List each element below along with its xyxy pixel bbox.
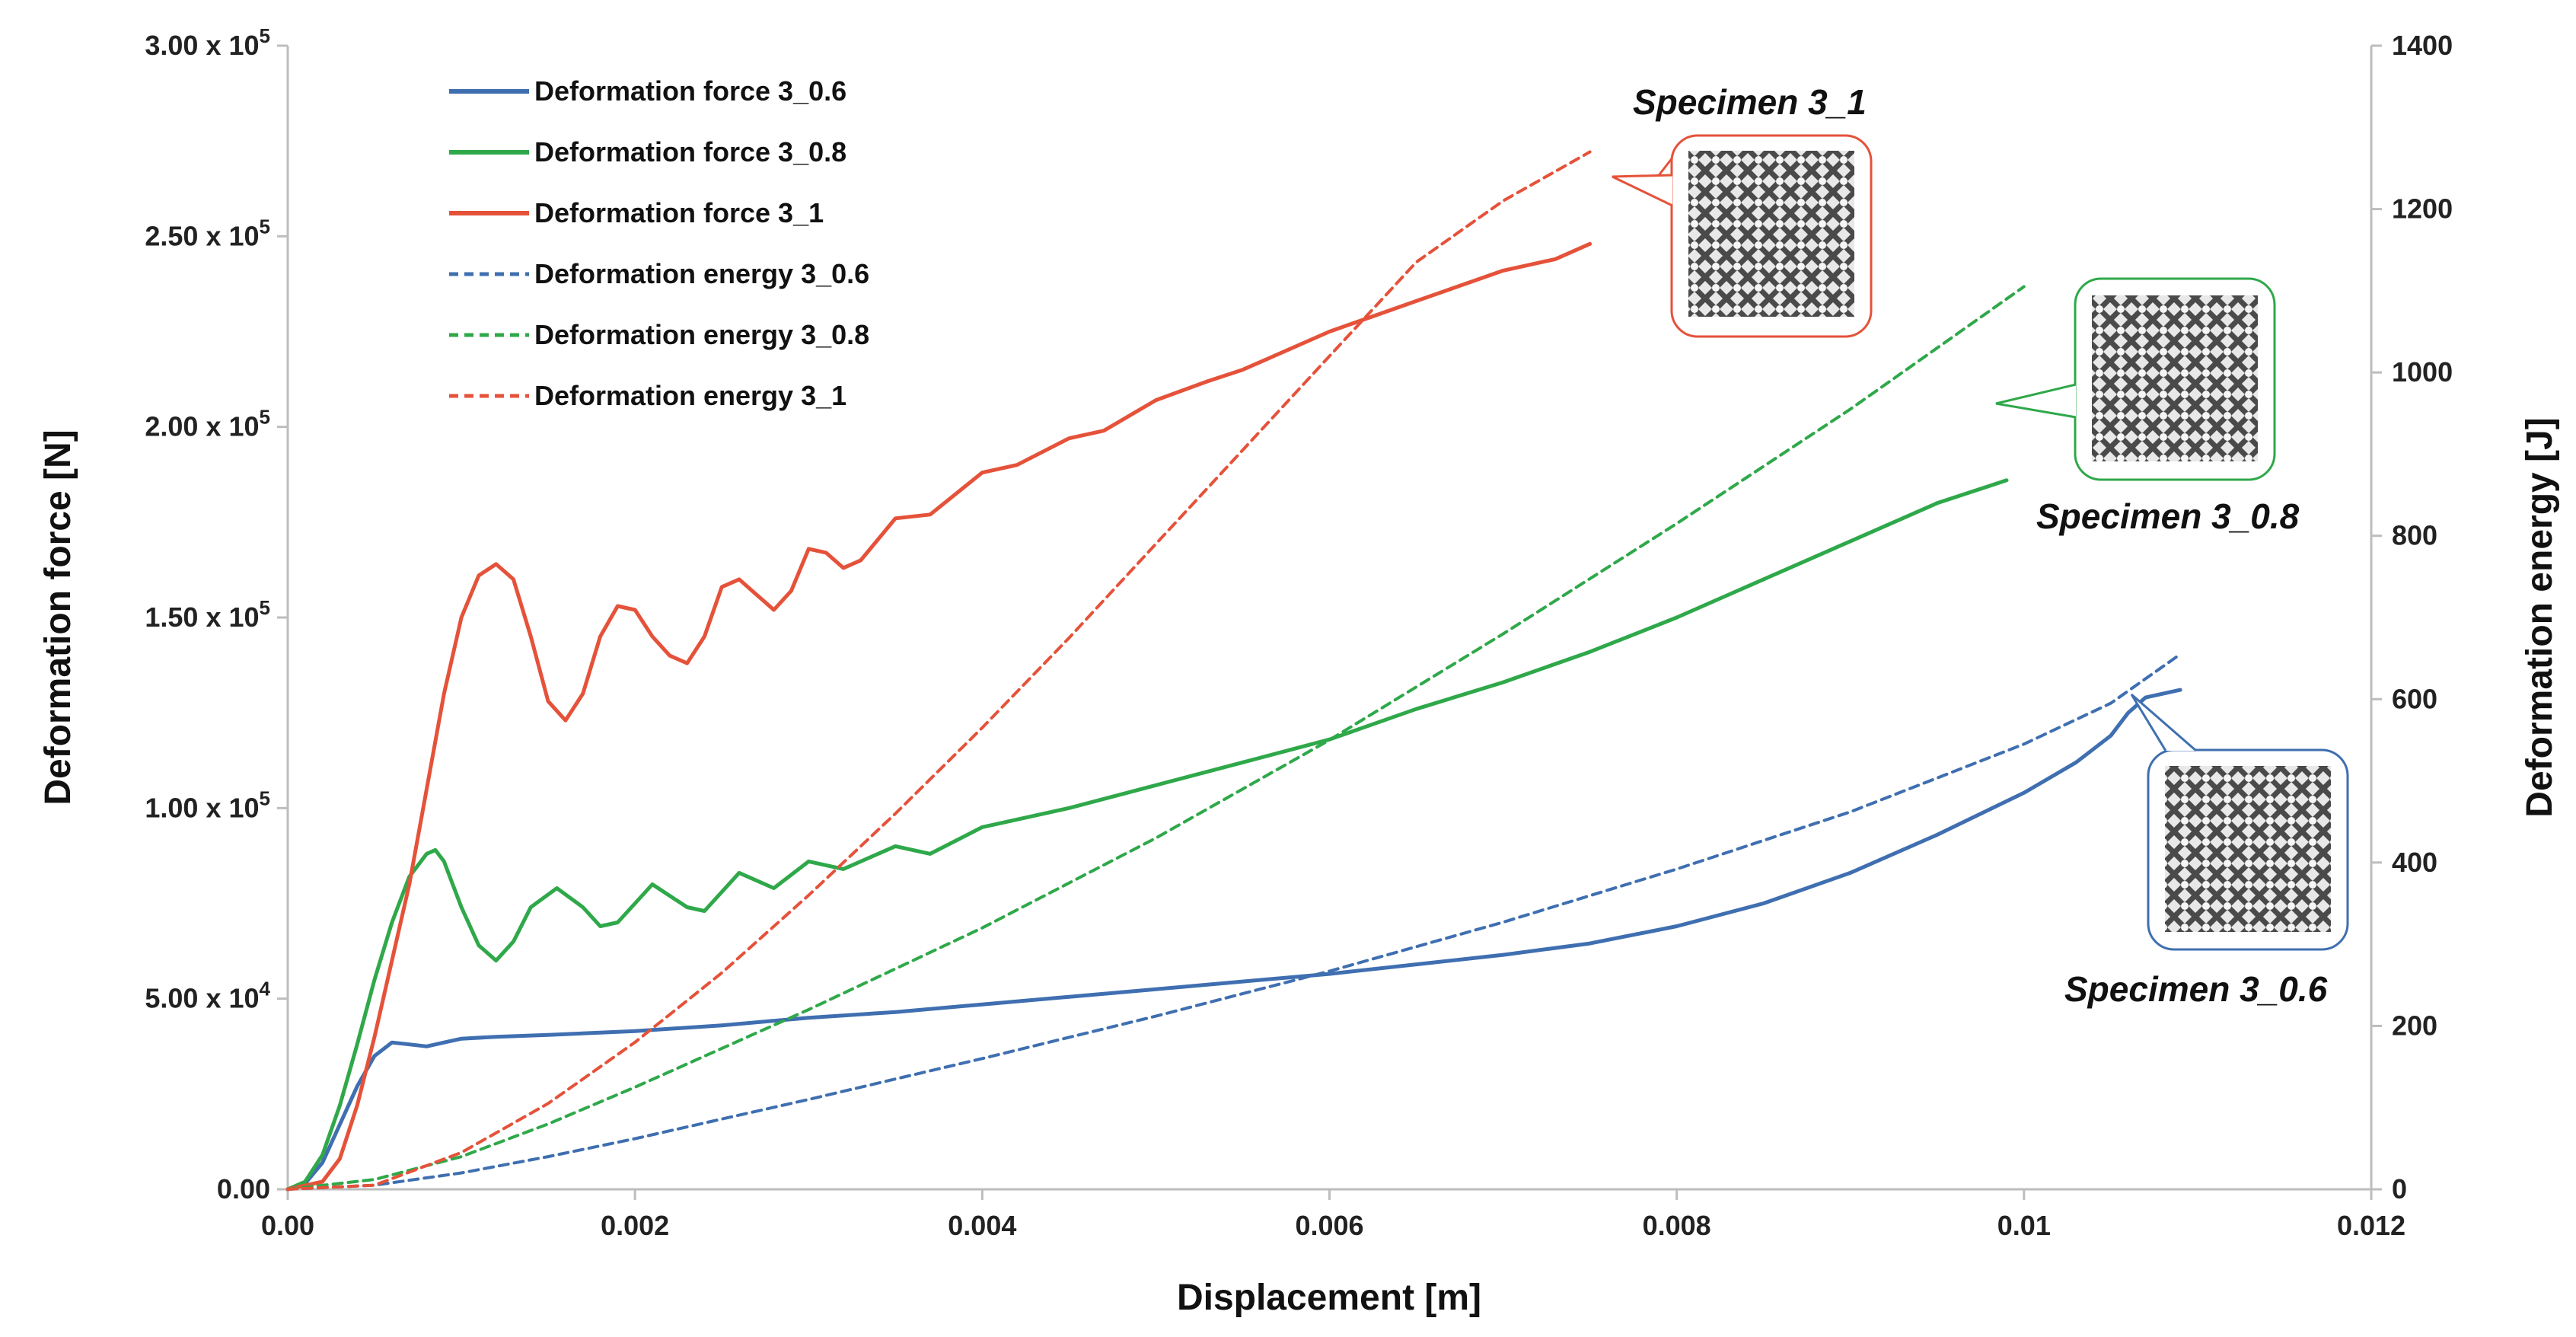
callout-pointer-3-0-8: [1995, 383, 2077, 419]
x-tick-label: 0.004: [948, 1210, 1016, 1241]
x-tick-label: 0.00: [261, 1210, 314, 1241]
specimen-label-3-0-8: Specimen 3_0.8: [2036, 496, 2300, 536]
lattice-image-3-1: [1688, 151, 1854, 317]
legend-label: Deformation energy 3_0.6: [534, 258, 869, 289]
y-tick-mantissa: 1.50 x 10: [145, 601, 259, 633]
legend: Deformation force 3_0.6 Deformation force…: [449, 75, 869, 411]
series-line-4: [286, 653, 2182, 1191]
y-axis-title: Deformation force [N]: [38, 429, 78, 805]
series-line-1: [285, 688, 2182, 1192]
x-axis-title: Displacement [m]: [1177, 1278, 1481, 1318]
y-tick-label: 1.50 x 105: [145, 596, 270, 633]
series-line-2: [285, 478, 2009, 1192]
x-tick-label: 0.002: [601, 1210, 669, 1241]
y2-tick-label: 400: [2392, 847, 2437, 878]
y-tick-mantissa: 0.00: [217, 1173, 270, 1205]
y-tick-exponent: 5: [260, 787, 270, 809]
callout-pointer-3-0-6: [2130, 693, 2197, 752]
y-tick-mantissa: 1.00 x 10: [145, 792, 259, 823]
y-tick-label: 0.00: [217, 1173, 270, 1205]
series-line-3: [285, 241, 1592, 1192]
callout-specimen-3-0-6: Specimen 3_0.6: [2064, 693, 2349, 1009]
x-tick-label: 0.006: [1295, 1210, 1363, 1241]
y2-tick-label: 1200: [2392, 193, 2453, 225]
y-tick-label: 2.50 x 105: [145, 215, 270, 251]
callout-specimen-3-1: Specimen 3_1: [1612, 82, 1873, 338]
y-ticks-right: 0 200 400 600 800 1000 1200 1400: [2371, 30, 2453, 1205]
y-tick-exponent: 4: [260, 978, 271, 1000]
lattice-image-3-0-8: [2092, 295, 2258, 461]
y2-tick-label: 0: [2392, 1173, 2407, 1205]
x-tick-label: 0.012: [2337, 1210, 2405, 1241]
y-tick-exponent: 5: [260, 24, 270, 47]
lattice-image-3-0-6: [2165, 766, 2331, 932]
y-tick-mantissa: 2.50 x 10: [145, 220, 259, 251]
y-tick-mantissa: 3.00 x 10: [145, 30, 259, 61]
x-ticks: 0.00 0.002 0.004 0.006 0.008 0.01 0.012: [261, 1189, 2405, 1241]
y-tick-mantissa: 5.00 x 10: [145, 983, 259, 1014]
specimen-label-3-0-6: Specimen 3_0.6: [2064, 969, 2328, 1009]
legend-label: Deformation force 3_0.8: [534, 136, 846, 168]
legend-label: Deformation energy 3_1: [534, 380, 846, 411]
y2-tick-label: 1000: [2392, 356, 2453, 388]
series-group: [285, 150, 2182, 1192]
y-tick-exponent: 5: [260, 596, 270, 619]
specimen-label-3-1: Specimen 3_1: [1633, 82, 1867, 122]
x-tick-label: 0.01: [1997, 1210, 2051, 1241]
legend-label: Deformation energy 3_0.8: [534, 319, 869, 350]
y-tick-label: 2.00 x 105: [145, 406, 270, 442]
y-tick-label: 1.00 x 105: [145, 787, 270, 823]
y-tick-label: 3.00 x 105: [145, 24, 270, 61]
series-line-5: [286, 285, 2026, 1191]
y-tick-label: 5.00 x 104: [145, 978, 270, 1014]
legend-label: Deformation force 3_1: [534, 197, 824, 228]
y-tick-exponent: 5: [260, 215, 270, 238]
y-tick-mantissa: 2.00 x 10: [145, 411, 259, 442]
y2-tick-label: 1400: [2392, 30, 2453, 61]
y2-tick-label: 200: [2392, 1010, 2437, 1041]
y-tick-exponent: 5: [260, 406, 270, 429]
callout-specimen-3-0-8: Specimen 3_0.8: [1995, 277, 2300, 536]
y2-axis-title: Deformation energy [J]: [2520, 417, 2560, 817]
y2-tick-label: 800: [2392, 520, 2437, 551]
legend-label: Deformation force 3_0.6: [534, 75, 846, 107]
series-line-6: [286, 150, 1592, 1191]
y2-tick-label: 600: [2392, 683, 2437, 714]
callout-pointer-3-1: [1612, 174, 1673, 207]
x-tick-label: 0.008: [1643, 1210, 1711, 1241]
